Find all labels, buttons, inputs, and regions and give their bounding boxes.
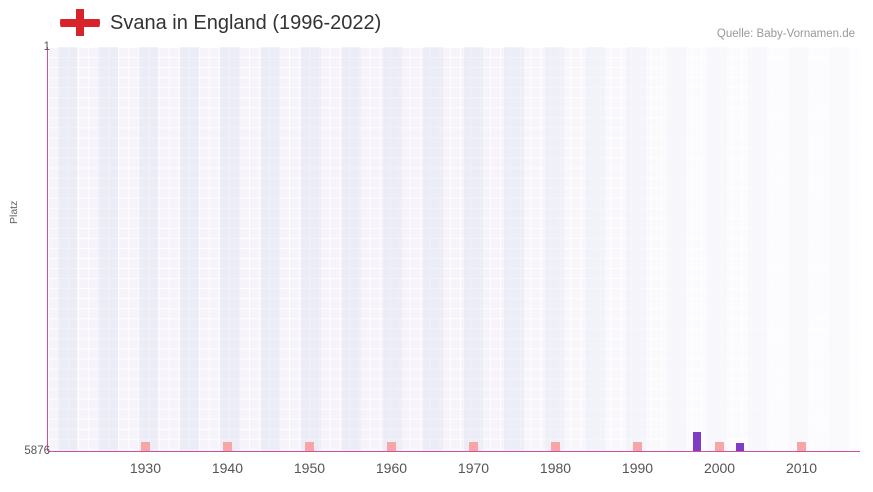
- plot-band: [626, 47, 646, 451]
- x-tick-marker: [140, 442, 150, 451]
- plot-band: [57, 47, 78, 451]
- x-tick-marker: [797, 442, 807, 451]
- plot-band: [382, 47, 403, 451]
- plot-band: [301, 47, 321, 451]
- x-tick-label-1940: 1940: [211, 460, 244, 476]
- plot-band: [341, 47, 362, 451]
- bar-2014[interactable]: [735, 442, 744, 451]
- plot-band: [463, 47, 484, 451]
- y-axis-line: [47, 47, 48, 451]
- x-tick-label-1980: 1980: [539, 460, 572, 476]
- plot-area: [48, 47, 860, 451]
- plot-band: [829, 47, 849, 451]
- plot-band: [585, 47, 606, 451]
- plot-band: [138, 47, 159, 451]
- plot-band: [747, 47, 768, 451]
- england-flag-icon: [60, 9, 100, 36]
- x-tick-label-1960: 1960: [375, 460, 408, 476]
- plot-band: [544, 47, 565, 451]
- y-axis-bottom-tick-label: 5876: [24, 445, 50, 457]
- bar-2008[interactable]: [692, 432, 701, 451]
- y-axis-top-tick-label: 1: [43, 41, 50, 53]
- flag-cross-horizontal: [60, 18, 100, 27]
- plot-band: [179, 47, 200, 451]
- x-axis-line: [48, 451, 860, 452]
- plot-band: [504, 47, 524, 451]
- plot-band: [260, 47, 281, 451]
- x-tick-label-1930: 1930: [129, 460, 162, 476]
- x-tick-label-1950: 1950: [293, 460, 326, 476]
- x-tick-label-1970: 1970: [457, 460, 490, 476]
- x-tick-label-2000: 2000: [703, 460, 736, 476]
- source-label: Quelle: Baby-Vornamen.de: [716, 28, 855, 40]
- plot-band: [707, 47, 727, 451]
- x-tick-marker: [386, 442, 396, 451]
- plot-band: [98, 47, 118, 451]
- page-title: Svana in England (1996-2022): [110, 12, 382, 34]
- plot-band: [788, 47, 809, 451]
- x-tick-marker: [468, 442, 478, 451]
- x-tick-marker: [551, 442, 560, 451]
- y-axis-title: Platz: [8, 200, 20, 224]
- x-tick-marker: [633, 442, 642, 451]
- x-tick-marker: [715, 442, 725, 451]
- x-tick-label-2010: 2010: [785, 460, 818, 476]
- grid: [48, 47, 860, 451]
- x-tick-marker: [304, 442, 314, 451]
- x-tick-label-1990: 1990: [621, 460, 654, 476]
- plot-band: [220, 47, 240, 451]
- x-tick-marker: [222, 442, 232, 451]
- plot-band: [666, 47, 687, 451]
- plot-band: [423, 47, 443, 451]
